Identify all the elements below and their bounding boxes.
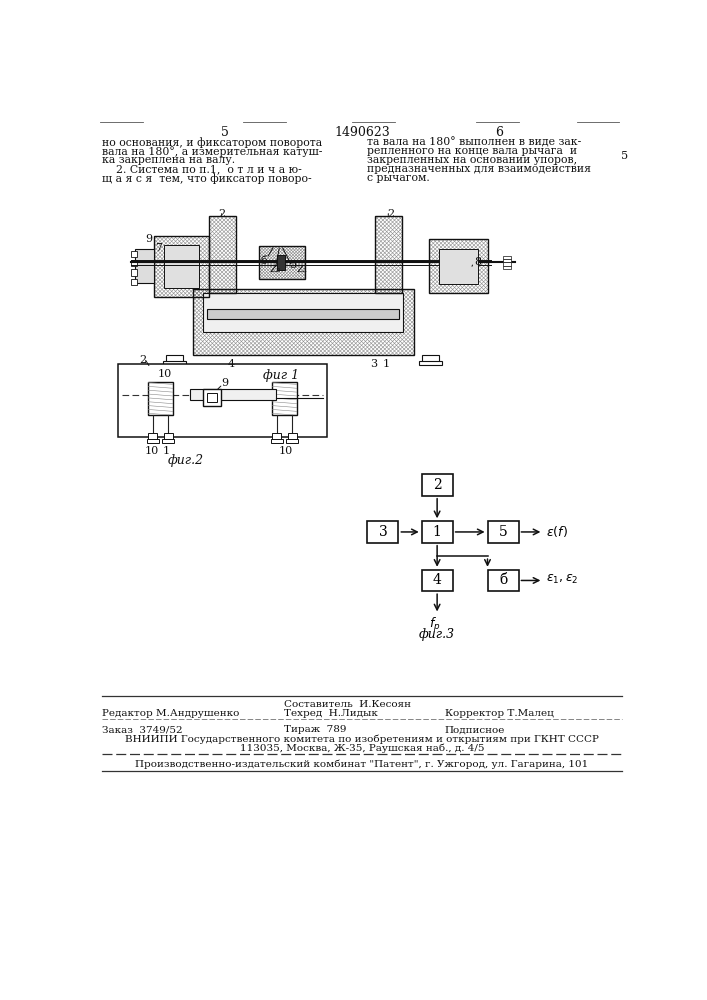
Bar [190,389,276,400]
Bar [146,439,159,443]
Bar [438,249,478,284]
Bar [503,266,510,269]
Bar [204,389,221,406]
Text: закрепленных на основании упоров,: закрепленных на основании упоров, [368,155,578,165]
Bar [154,235,209,297]
Text: 1: 1 [433,525,442,539]
Bar [163,433,173,440]
Text: 113035, Москва, Ж-35, Раушская наб., д. 4/5: 113035, Москва, Ж-35, Раушская наб., д. … [240,744,484,753]
Bar [488,521,518,543]
Text: 5: 5 [221,126,228,139]
Text: 2: 2 [218,209,226,219]
Text: 10: 10 [279,446,293,456]
Text: 10: 10 [158,369,173,379]
Bar [131,279,137,285]
Text: 2. Система по п.1,  о т л и ч а ю-: 2. Система по п.1, о т л и ч а ю- [103,164,302,174]
Bar [163,245,199,288]
Text: б: б [499,573,507,587]
Text: $f_p$: $f_p$ [429,616,440,634]
Bar [166,355,183,364]
Text: 3: 3 [370,359,377,369]
Text: 1: 1 [383,359,390,369]
Bar [503,262,510,266]
Bar [271,439,283,443]
Text: Техред  Н.Лидык: Техред Н.Лидык [284,709,378,718]
Text: $\varepsilon_1, \varepsilon_2$: $\varepsilon_1, \varepsilon_2$ [546,573,578,586]
Bar [131,269,137,276]
Text: 9: 9 [145,234,152,244]
Bar [148,433,158,440]
Bar [421,474,452,496]
Text: ка закреплена на валу.: ка закреплена на валу. [103,155,235,165]
Text: 9: 9 [221,378,228,388]
Text: Редактор М.Андрушенко: Редактор М.Андрушенко [103,709,240,718]
Bar [209,216,235,293]
Bar [421,521,452,543]
Text: Z₂: Z₂ [270,265,281,274]
Bar [163,361,186,365]
Bar [375,216,402,293]
Text: фиг 1: фиг 1 [262,369,298,382]
Text: вала на 180°, а измерительная катуш-: вала на 180°, а измерительная катуш- [103,146,322,157]
Text: 1: 1 [163,446,170,456]
Text: Z₁: Z₁ [296,265,308,274]
Text: щ а я с я  тем, что фиксатор поворо-: щ а я с я тем, что фиксатор поворо- [103,173,312,184]
Bar [288,433,297,440]
Bar [148,382,173,415]
Bar [488,570,518,591]
Bar [503,256,510,259]
Bar [272,433,281,440]
Text: с рычагом.: с рычагом. [368,173,430,183]
Text: та вала на 180° выполнен в виде зак-: та вала на 180° выполнен в виде зак- [368,137,582,147]
Text: 6: 6 [495,126,503,139]
Text: но основания, и фиксатором поворота: но основания, и фиксатором поворота [103,137,322,148]
Bar [421,570,452,591]
Bar [272,382,297,415]
Bar [259,246,305,279]
Text: 4: 4 [433,573,442,587]
Text: 1490623: 1490623 [334,126,390,139]
Bar [503,259,510,262]
Bar [429,239,488,293]
Text: $\varepsilon(f)$: $\varepsilon(f)$ [546,524,568,539]
Text: б: б [260,256,267,266]
Bar [118,364,327,437]
Bar [131,260,137,266]
Text: Составитель  И.Кесоян: Составитель И.Кесоян [284,700,411,709]
Text: 4: 4 [228,359,235,369]
Text: фиг.3: фиг.3 [419,628,455,641]
Text: 2: 2 [139,355,146,365]
Bar [277,255,285,270]
Text: предназначенных для взаимодействия: предназначенных для взаимодействия [368,164,591,174]
Bar [421,355,438,364]
Text: Заказ  3749/52: Заказ 3749/52 [103,725,183,734]
Bar [131,251,137,257]
Text: 5: 5 [621,151,629,161]
Text: репленного на конце вала рычага  и: репленного на конце вала рычага и [368,146,578,156]
Text: 5: 5 [290,260,297,270]
Bar [193,289,414,355]
Text: Корректор Т.Малец: Корректор Т.Малец [445,709,554,718]
Bar [419,361,442,365]
Text: ВНИИПИ Государственного комитета по изобретениям и открытиям при ГКНТ СССР: ВНИИПИ Государственного комитета по изоб… [125,734,599,744]
Text: Производственно-издательский комбинат "Патент", г. Ужгород, ул. Гагарина, 101: Производственно-издательский комбинат "П… [135,760,588,769]
Text: 7: 7 [155,243,162,253]
Bar [368,521,398,543]
Text: 8: 8 [474,257,481,267]
Text: 5: 5 [498,525,508,539]
Bar [207,393,216,402]
Text: 10: 10 [145,446,159,456]
Text: 3: 3 [378,525,387,539]
Text: Подписное: Подписное [445,725,506,734]
Text: 2: 2 [387,209,394,219]
Bar [162,439,175,443]
Bar [286,439,298,443]
Text: фиг.2: фиг.2 [167,454,204,467]
Bar [203,293,403,332]
Text: 2: 2 [433,478,441,492]
Bar [207,309,399,319]
Bar [135,249,154,283]
Text: Тираж  789: Тираж 789 [284,725,347,734]
